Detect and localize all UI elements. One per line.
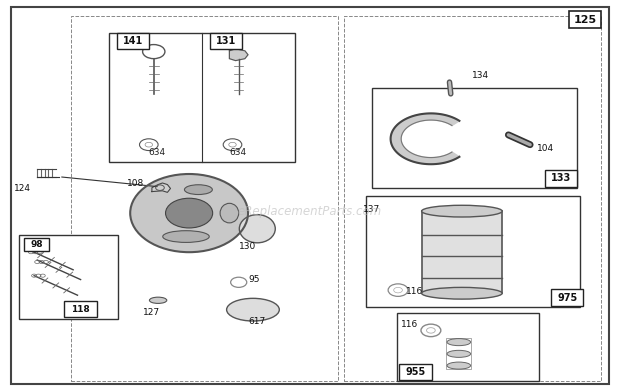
Bar (24, 237, 49, 251)
Bar (399, 364, 432, 380)
Ellipse shape (220, 203, 239, 223)
Text: 133: 133 (551, 173, 571, 183)
Bar (210, 33, 242, 49)
Text: 95: 95 (248, 275, 260, 284)
Text: 131: 131 (216, 36, 236, 46)
Text: 130: 130 (239, 242, 257, 251)
Polygon shape (391, 113, 459, 164)
Bar (551, 289, 583, 306)
Text: 118: 118 (71, 305, 90, 314)
Ellipse shape (130, 174, 248, 252)
Bar (397, 313, 539, 381)
Text: 124: 124 (14, 184, 32, 194)
Text: 975: 975 (557, 292, 577, 303)
Text: 634: 634 (149, 148, 166, 157)
Polygon shape (152, 183, 171, 192)
Ellipse shape (227, 298, 279, 321)
Ellipse shape (422, 287, 502, 299)
Bar (108, 33, 294, 162)
Text: 116: 116 (401, 320, 418, 329)
Text: 134: 134 (472, 70, 489, 80)
Ellipse shape (162, 231, 210, 242)
Ellipse shape (447, 339, 471, 346)
Text: 137: 137 (363, 204, 381, 214)
Bar (344, 16, 601, 381)
Ellipse shape (239, 215, 275, 243)
Ellipse shape (447, 350, 471, 357)
Ellipse shape (447, 362, 471, 369)
Bar (372, 88, 577, 188)
Polygon shape (229, 49, 248, 61)
Bar (446, 338, 471, 369)
Text: 104: 104 (537, 144, 554, 153)
Bar (366, 196, 580, 307)
Bar (545, 170, 577, 187)
Text: 634: 634 (229, 148, 247, 157)
Text: eReplacementParts.com: eReplacementParts.com (238, 204, 382, 218)
Text: 141: 141 (123, 36, 143, 46)
Bar (117, 33, 149, 49)
Bar (71, 16, 338, 381)
Bar (422, 211, 502, 293)
Text: 108: 108 (126, 179, 144, 188)
Text: 955: 955 (405, 367, 425, 377)
Text: 116: 116 (406, 287, 423, 296)
Bar (19, 235, 118, 319)
Ellipse shape (422, 205, 502, 217)
Ellipse shape (185, 185, 212, 194)
Text: 125: 125 (574, 14, 597, 25)
Text: 617: 617 (249, 317, 266, 326)
Bar (64, 301, 97, 317)
Bar (569, 11, 601, 28)
Circle shape (166, 198, 213, 228)
Text: 98: 98 (30, 240, 43, 249)
Ellipse shape (149, 297, 167, 303)
Text: 127: 127 (143, 308, 161, 317)
